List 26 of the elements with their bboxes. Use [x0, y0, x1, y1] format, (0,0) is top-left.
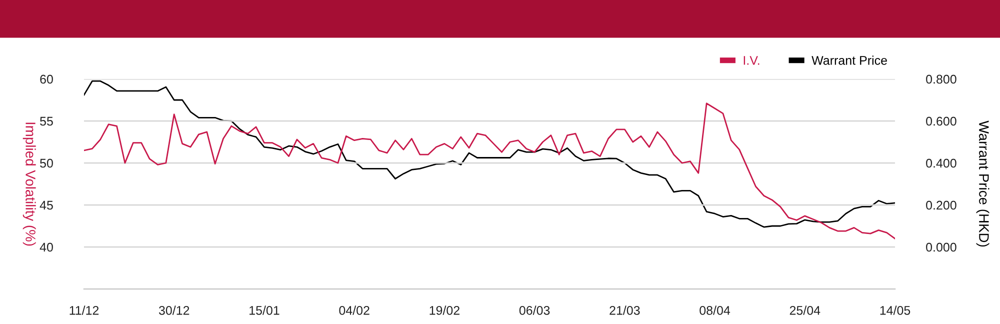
- legend-label: Warrant Price: [812, 56, 887, 65]
- y2-tick-label: 0.200: [926, 200, 956, 210]
- y2-tick-label: 0.400: [926, 158, 956, 168]
- x-tick-label: 30/12: [158, 306, 190, 315]
- line-series: [84, 80, 895, 228]
- x-tick-label: 15/01: [250, 306, 280, 315]
- y-tick-label: 40: [40, 242, 53, 252]
- x-tick-label: 19/02: [430, 306, 460, 315]
- x-tick-label: 25/04: [790, 306, 820, 315]
- x-tick-label: 11/12: [70, 306, 99, 315]
- x-tick-label: 08/04: [700, 306, 730, 315]
- y2-tick-label: 0.600: [926, 116, 956, 126]
- y-tick-label: 45: [40, 200, 53, 210]
- y-tick-label: 55: [40, 116, 53, 126]
- y2-axis-title: Warrant Price (HKD): [976, 120, 990, 247]
- x-tick-label: 06/03: [519, 306, 550, 315]
- x-tick-label: 14/05: [880, 306, 910, 315]
- x-tick-label: 21/03: [610, 306, 640, 315]
- x-tick-label: 04/02: [339, 306, 370, 315]
- y-axis-title: Implied Volatility (%): [22, 122, 36, 246]
- legend-label: I.V.: [744, 56, 760, 65]
- y2-tick-label: 0.800: [926, 74, 956, 84]
- y2-tick-label: 0.000: [926, 242, 956, 252]
- line-series: [84, 102, 895, 240]
- y-tick-label: 50: [40, 158, 53, 168]
- y-tick-label: 60: [40, 74, 53, 84]
